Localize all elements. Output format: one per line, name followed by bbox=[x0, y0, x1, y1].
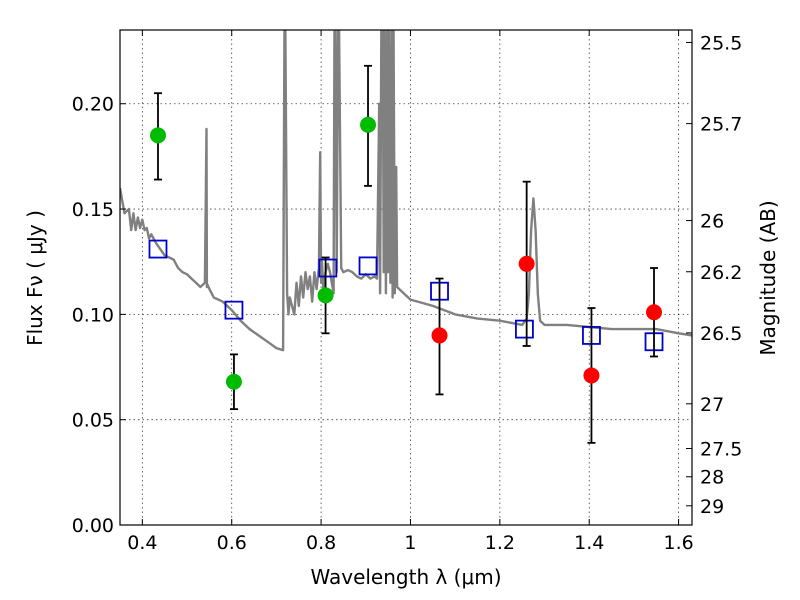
y2-tick-label: 27 bbox=[700, 394, 724, 416]
observed-circle-marker bbox=[646, 304, 663, 321]
observed-circle-marker bbox=[225, 373, 242, 390]
x-axis-label: Wavelength λ (μm) bbox=[310, 565, 501, 589]
observed-circle-marker bbox=[583, 367, 600, 384]
y2-tick-label: 27.5 bbox=[700, 439, 742, 461]
y2-tick-label: 25.7 bbox=[700, 114, 742, 136]
observed-circle-marker bbox=[360, 116, 377, 133]
y2-tick-label: 29 bbox=[700, 496, 724, 518]
spectrum-line bbox=[120, 30, 692, 352]
spectrum-layer bbox=[120, 30, 692, 352]
observed-circle-marker bbox=[431, 327, 448, 344]
plot-frame bbox=[119, 29, 693, 526]
observed-circle-marker bbox=[317, 287, 334, 304]
y2-tick-label: 28 bbox=[700, 467, 724, 489]
y-tick-label: 0.00 bbox=[72, 515, 114, 537]
x-tick-label: 0.8 bbox=[306, 532, 336, 554]
ticks: 0.4 0.6 0.8 1 1.2 1.4 1.6 0.00 0.05 0.10 0.15 0.20 2… bbox=[72, 30, 742, 554]
x-tick-label: 0.6 bbox=[217, 532, 247, 554]
model-square-marker bbox=[358, 256, 378, 276]
y-tick-label: 0.20 bbox=[72, 94, 114, 116]
y-tick-label: 0.15 bbox=[72, 199, 114, 221]
y2-tick-label: 26 bbox=[700, 211, 724, 233]
markers-layer bbox=[148, 64, 664, 444]
x-tick-label: 1 bbox=[404, 532, 416, 554]
model-square-marker bbox=[515, 319, 534, 339]
y-tick-label: 0.05 bbox=[72, 410, 114, 432]
x-tick-label: 1.6 bbox=[663, 532, 693, 554]
y2-tick-label: 25.5 bbox=[700, 32, 742, 54]
x-tick-label: 1.4 bbox=[574, 532, 604, 554]
model-square-marker bbox=[318, 258, 338, 278]
y-axis-label: Flux Fν ( μJy ) bbox=[23, 210, 47, 346]
y2-tick-label: 26.2 bbox=[700, 262, 742, 284]
x-tick-label: 0.4 bbox=[127, 532, 157, 554]
model-square-marker bbox=[224, 300, 244, 320]
y2-tick-label: 26.5 bbox=[700, 323, 742, 345]
observed-circle-marker bbox=[149, 127, 166, 144]
y2-axis-label: Magnitude (AB) bbox=[756, 200, 780, 355]
y-tick-label: 0.10 bbox=[72, 304, 114, 326]
x-tick-label: 1.2 bbox=[485, 532, 515, 554]
observed-circle-marker bbox=[518, 255, 535, 272]
grid bbox=[120, 30, 692, 526]
model-square-marker bbox=[148, 239, 168, 259]
